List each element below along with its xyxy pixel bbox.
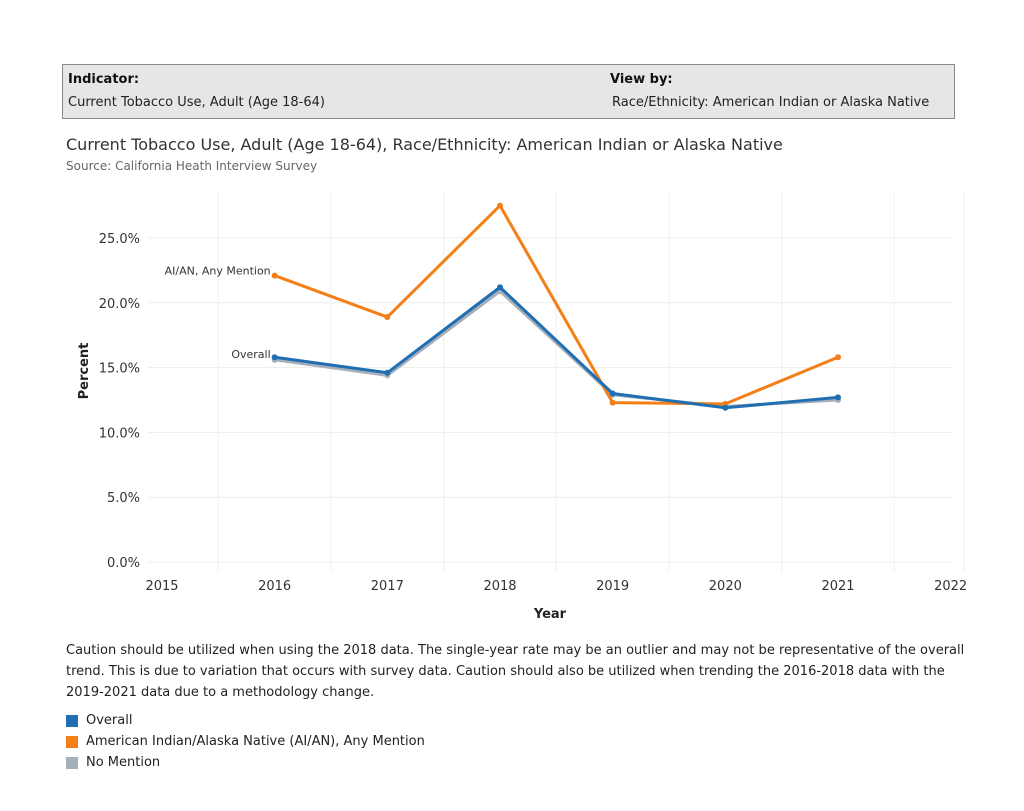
series-line-aian [274,204,839,406]
caution-note: Caution should be utilized when using th… [66,643,965,700]
legend-item-overall[interactable]: Overall [66,710,425,731]
y-tick-label: 10.0% [99,426,140,441]
chart-subtitle: Source: California Heath Interview Surve… [66,159,318,173]
y-tick-label: 0.0% [107,556,140,571]
x-tick-label: 2018 [483,579,516,594]
legend-swatch-overall [66,714,78,727]
x-tick-label: 2017 [371,579,404,594]
data-point-overall [271,354,278,361]
indicator-label: Indicator: [68,72,140,87]
data-point-overall [497,284,503,291]
chart-title: Current Tobacco Use, Adult (Age 18-64), … [66,135,783,154]
y-tick-label: 20.0% [99,297,140,312]
data-point-aian [384,314,391,321]
x-tick-label: 2020 [709,579,742,594]
indicator-value[interactable]: Current Tobacco Use, Adult (Age 18-64) [68,95,325,110]
x-tick-label: 2016 [258,579,291,594]
series-line-overall [274,285,839,410]
y-tick-label: 25.0% [99,232,140,247]
legend-label-aian: American Indian/Alaska Native (AI/AN), A… [86,734,425,749]
data-point-overall [384,369,391,376]
legend-swatch-aian [66,735,78,748]
data-point-overall [609,390,616,397]
x-tick-label: 2022 [934,579,967,594]
legend-swatch-no-mention [66,756,78,769]
legend-label-no-mention: No Mention [86,755,161,770]
filter-panel: Indicator: Current Tobacco Use, Adult (A… [62,64,955,119]
view-by-value[interactable]: Race/Ethnicity: American Indian or Alask… [612,95,930,110]
data-point-aian [835,354,841,361]
y-tick-label: 15.0% [99,362,140,377]
data-point-overall [835,394,841,401]
data-point-aian [497,202,503,209]
x-axis-title: Year [533,607,567,622]
data-point-overall [722,404,729,411]
y-tick-label: 5.0% [107,491,140,506]
x-tick-label: 2019 [596,579,629,594]
view-by-label: View by: [610,72,673,87]
data-point-aian [609,399,616,406]
legend-item-aian[interactable]: American Indian/Alaska Native (AI/AN), A… [66,731,425,752]
y-axis-title: Percent [77,343,92,400]
line-chart: 2015 2016 2017 2018 2019 2020 2021 2022 0.0% 5.0%… [77,190,967,622]
line-label-aian: AI/AN, Any Mention [165,265,271,278]
x-tick-label: 2021 [821,579,854,594]
legend-item-no-mention[interactable]: No Mention [66,752,425,773]
x-tick-label: 2015 [145,579,178,594]
line-label-overall: Overall [231,348,270,361]
legend: Overall American Indian/Alaska Native (A… [66,710,425,773]
legend-label-overall: Overall [86,713,133,728]
data-point-aian [271,272,278,279]
